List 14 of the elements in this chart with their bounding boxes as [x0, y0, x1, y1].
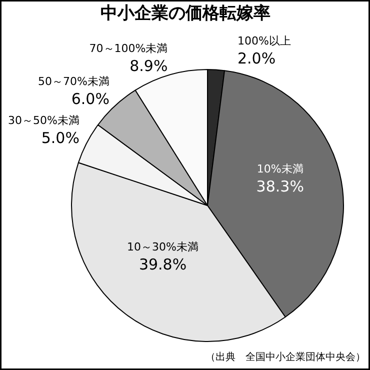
slice-label: 10%未満	[256, 162, 304, 176]
slice-label: 70～100%未満	[89, 42, 168, 55]
slice-label: 100%以上	[238, 34, 291, 48]
data-label: 5.0%	[41, 129, 80, 148]
data-label: 38.3%	[256, 178, 304, 196]
data-label: 39.8%	[138, 255, 187, 274]
slice-label: 50～70%未満	[38, 74, 110, 88]
data-label: 8.9%	[130, 56, 168, 75]
data-label: 6.0%	[71, 90, 110, 108]
data-label: 2.0%	[238, 50, 276, 68]
slice-label: 30～50%未満	[8, 114, 80, 128]
text: （出典 全国中小企業団体中央会）	[206, 351, 366, 363]
chart-title: 中小企業の価格転嫁率	[100, 4, 270, 24]
slice-label: 10～30%未満	[127, 240, 199, 254]
